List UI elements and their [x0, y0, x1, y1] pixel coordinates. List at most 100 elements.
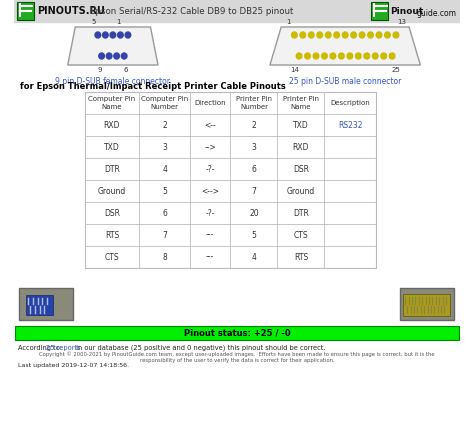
Text: 2: 2 [252, 120, 256, 129]
Text: 7: 7 [162, 230, 167, 240]
Bar [19, 288, 73, 320]
Text: According to: According to [18, 345, 62, 351]
Text: 14: 14 [290, 67, 299, 73]
Circle shape [317, 32, 323, 38]
Text: 6: 6 [124, 67, 128, 73]
Bar [403, 294, 450, 316]
Circle shape [313, 53, 319, 59]
Circle shape [99, 53, 104, 59]
Text: -?-: -?- [205, 165, 215, 173]
Circle shape [351, 32, 356, 38]
Text: Direction: Direction [194, 100, 226, 106]
Text: ---: --- [206, 252, 214, 261]
Text: 1: 1 [286, 19, 291, 25]
Text: PINOUTS.RU: PINOUTS.RU [36, 6, 105, 16]
Text: 5: 5 [92, 19, 96, 25]
Polygon shape [270, 27, 420, 65]
Bar [400, 288, 454, 320]
Circle shape [114, 53, 119, 59]
Bar [14, 0, 460, 22]
Text: Pinout: Pinout [390, 6, 424, 15]
Text: -?-: -?- [205, 209, 215, 218]
Text: 25 reports: 25 reports [46, 345, 81, 351]
Text: Ground: Ground [98, 187, 126, 196]
Text: 6: 6 [252, 165, 256, 173]
Text: RS232: RS232 [338, 120, 363, 129]
Polygon shape [68, 27, 158, 65]
Circle shape [384, 32, 390, 38]
Text: Ground: Ground [287, 187, 315, 196]
Text: TXD: TXD [104, 142, 120, 151]
Text: <--: <-- [204, 120, 216, 129]
Text: 1: 1 [116, 19, 121, 25]
Circle shape [347, 53, 353, 59]
Text: 9 pin D-SUB female connector: 9 pin D-SUB female connector [55, 77, 170, 86]
Circle shape [292, 32, 297, 38]
Circle shape [300, 32, 306, 38]
Bar [27, 295, 53, 315]
Text: 4: 4 [162, 165, 167, 173]
Text: RTS: RTS [294, 252, 308, 261]
Circle shape [356, 53, 361, 59]
Text: 20: 20 [249, 209, 259, 218]
Text: CTS: CTS [105, 252, 119, 261]
Circle shape [322, 53, 327, 59]
Bar [85, 92, 376, 268]
Text: DSR: DSR [293, 165, 309, 173]
Text: TXD: TXD [293, 120, 309, 129]
Text: 7: 7 [252, 187, 256, 196]
Circle shape [305, 53, 310, 59]
Text: 8: 8 [162, 252, 167, 261]
Text: RTS: RTS [105, 230, 119, 240]
Circle shape [110, 32, 116, 38]
Text: RXD: RXD [292, 142, 309, 151]
Circle shape [296, 53, 302, 59]
Circle shape [368, 32, 374, 38]
Circle shape [338, 53, 344, 59]
Circle shape [342, 32, 348, 38]
Circle shape [325, 32, 331, 38]
Text: 6: 6 [162, 209, 167, 218]
Text: for Epson Thermal/Impact Receipt Printer Cable Pinouts: for Epson Thermal/Impact Receipt Printer… [20, 82, 285, 91]
Text: CTS: CTS [293, 230, 308, 240]
Circle shape [125, 32, 131, 38]
Text: 25: 25 [392, 67, 401, 73]
Text: Last updated 2019-12-07 14:18:56.: Last updated 2019-12-07 14:18:56. [18, 363, 129, 369]
Text: Printer Pin
Number: Printer Pin Number [236, 96, 272, 110]
Text: 9: 9 [98, 67, 102, 73]
Text: 25 pin D-SUB male connector: 25 pin D-SUB male connector [289, 77, 401, 86]
Text: Copyright © 2000-2021 by PinoutGuide.com team, except user-uploaded images.  Eff: Copyright © 2000-2021 by PinoutGuide.com… [39, 351, 435, 363]
Circle shape [102, 32, 108, 38]
Bar [17, 2, 34, 20]
Text: -->: --> [204, 142, 216, 151]
Circle shape [376, 32, 382, 38]
Circle shape [381, 53, 386, 59]
Text: DTR: DTR [104, 165, 120, 173]
Text: Computer Pin
Name: Computer Pin Name [88, 96, 136, 110]
Circle shape [359, 32, 365, 38]
Text: DTR: DTR [293, 209, 309, 218]
Circle shape [309, 32, 314, 38]
Text: ---: --- [206, 230, 214, 240]
Circle shape [121, 53, 127, 59]
Circle shape [389, 53, 395, 59]
Text: in our database (25 positive and 0 negative) this pinout should be correct.: in our database (25 positive and 0 negat… [74, 345, 326, 351]
Text: Epson Serial/RS-232 Cable DB9 to DB25 pinout: Epson Serial/RS-232 Cable DB9 to DB25 pi… [91, 6, 294, 15]
Text: RXD: RXD [104, 120, 120, 129]
Text: 2: 2 [162, 120, 167, 129]
Circle shape [118, 32, 123, 38]
Bar [15, 326, 459, 340]
Text: 5: 5 [162, 187, 167, 196]
Bar [372, 2, 388, 20]
Text: guide.com: guide.com [417, 9, 456, 18]
Text: 4: 4 [252, 252, 256, 261]
Text: 5: 5 [252, 230, 256, 240]
Circle shape [393, 32, 399, 38]
Text: 13: 13 [397, 19, 406, 25]
Circle shape [373, 53, 378, 59]
Circle shape [95, 32, 100, 38]
Text: Printer Pin
Name: Printer Pin Name [283, 96, 319, 110]
Text: <-->: <--> [201, 187, 219, 196]
Text: 3: 3 [252, 142, 256, 151]
Circle shape [330, 53, 336, 59]
